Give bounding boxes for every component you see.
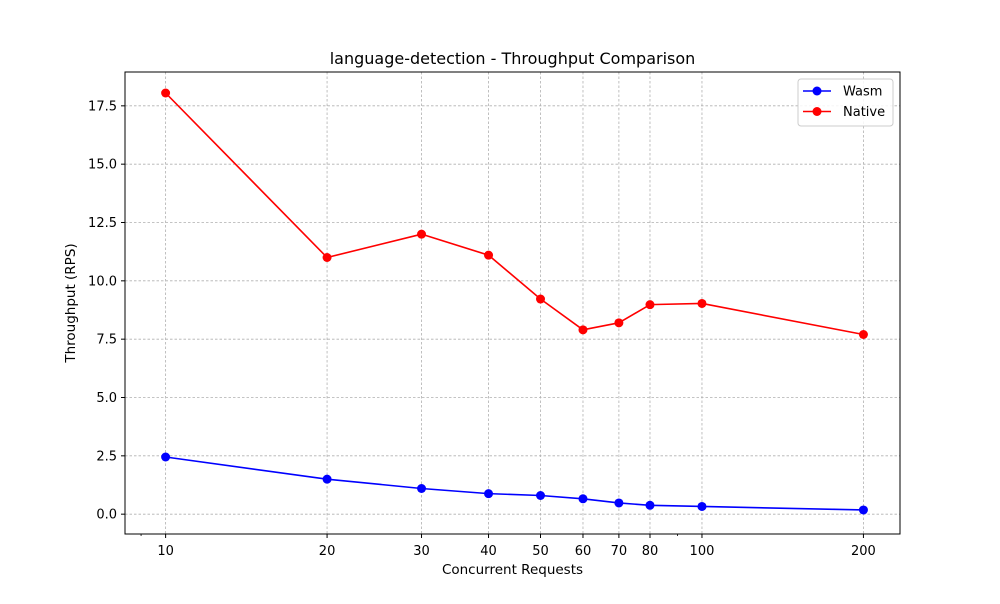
legend-items: Wasm Native bbox=[803, 85, 885, 120]
y-tick-label: 17.5 bbox=[88, 99, 117, 114]
native-data-point bbox=[536, 294, 546, 304]
wasm-data-point bbox=[578, 494, 588, 504]
legend-marker-wasm bbox=[812, 86, 822, 96]
chart-title: language-detection - Throughput Comparis… bbox=[330, 49, 696, 68]
native-data-point bbox=[161, 88, 171, 98]
legend-marker-native bbox=[812, 107, 822, 116]
native-data-point bbox=[645, 300, 655, 310]
native-data-point bbox=[484, 250, 494, 260]
native-series-line bbox=[165, 92, 864, 336]
axis-ticks: 10 20 30 40 50 60 70 80 100 200 0.0 2.5 5.0 7.5 10.0 12… bbox=[88, 99, 876, 559]
native-data-point bbox=[578, 325, 588, 335]
native-data-point bbox=[614, 318, 624, 328]
series-group bbox=[161, 88, 868, 515]
x-axis-label: Concurrent Requests bbox=[442, 562, 583, 578]
x-tick-label: 100 bbox=[690, 544, 715, 559]
x-tick-label: 40 bbox=[480, 544, 497, 559]
y-tick-label: 2.5 bbox=[96, 449, 117, 464]
x-tick-label: 60 bbox=[575, 544, 592, 559]
x-tick-label: 20 bbox=[319, 544, 336, 559]
native-data-point bbox=[697, 298, 707, 308]
legend-label-native: Native bbox=[843, 105, 885, 120]
x-tick-label: 30 bbox=[413, 544, 430, 559]
plot-area-frame bbox=[124, 71, 901, 535]
legend-label-wasm: Wasm bbox=[843, 85, 882, 100]
wasm-data-point bbox=[417, 484, 427, 493]
y-tick-label: 7.5 bbox=[96, 333, 117, 348]
wasm-data-point bbox=[697, 501, 707, 511]
wasm-data-point bbox=[484, 489, 494, 499]
native-data-point bbox=[322, 253, 332, 262]
x-tick-label: 200 bbox=[851, 544, 876, 559]
wasm-data-point bbox=[536, 491, 546, 500]
legend: Wasm Native bbox=[797, 78, 894, 127]
y-tick-label: 12.5 bbox=[88, 216, 117, 231]
y-tick-label: 5.0 bbox=[96, 391, 117, 406]
grid-lines bbox=[125, 72, 900, 534]
wasm-data-point bbox=[858, 505, 868, 515]
y-tick-label: 15.0 bbox=[88, 158, 117, 173]
wasm-data-point bbox=[322, 474, 332, 484]
wasm-data-point bbox=[614, 498, 624, 508]
native-data-point bbox=[417, 229, 427, 239]
y-tick-label: 10.0 bbox=[88, 274, 117, 289]
native-data-point bbox=[858, 330, 868, 339]
x-tick-label: 80 bbox=[642, 544, 659, 559]
x-tick-label: 70 bbox=[611, 544, 628, 559]
wasm-data-point bbox=[645, 500, 655, 510]
x-tick-label: 50 bbox=[532, 544, 549, 559]
x-tick-label: 10 bbox=[157, 544, 174, 559]
y-tick-label: 0.0 bbox=[96, 508, 117, 523]
y-axis-label: Throughput (RPS) bbox=[63, 243, 79, 363]
wasm-series-line bbox=[165, 456, 864, 511]
wasm-data-point bbox=[161, 452, 171, 462]
